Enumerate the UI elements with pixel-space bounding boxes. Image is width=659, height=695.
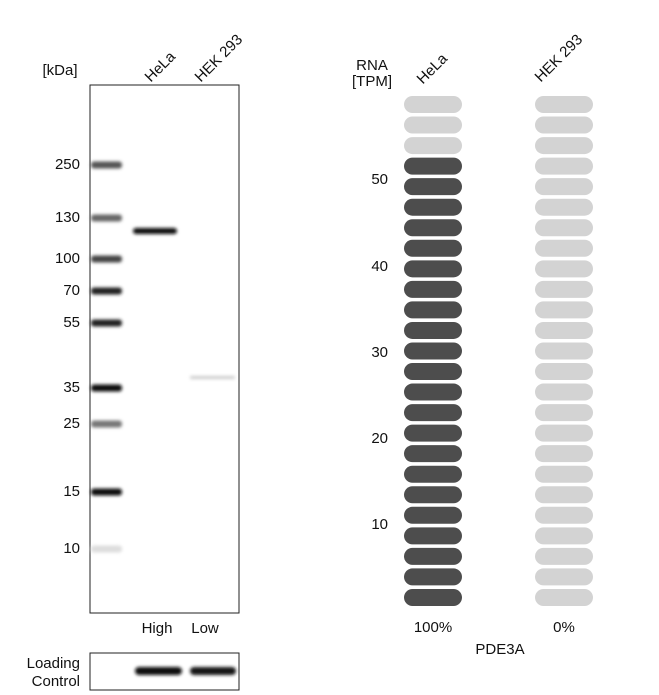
marker-label: 250 [55, 156, 80, 173]
ladder-band [91, 255, 122, 263]
rna-tick-label: 40 [371, 258, 388, 275]
pill [535, 588, 593, 606]
pill [404, 137, 462, 155]
pill [404, 527, 462, 545]
pill [535, 239, 593, 257]
unit-label: [kDa] [42, 62, 77, 79]
pill [404, 424, 462, 442]
percentage: 100% [414, 619, 452, 636]
ladder-band [91, 161, 122, 169]
lane-level: High [142, 620, 173, 637]
pill [535, 486, 593, 504]
pill [404, 383, 462, 401]
pill [404, 219, 462, 237]
lane-label: HEK 293 [192, 31, 246, 85]
pill [535, 568, 593, 586]
pill [535, 178, 593, 196]
pill [404, 301, 462, 319]
pill [535, 260, 593, 278]
pill [404, 280, 462, 298]
pill [535, 404, 593, 422]
percentage: 0% [553, 619, 575, 636]
pill [404, 568, 462, 586]
marker-label: 100 [55, 250, 80, 267]
pill [535, 198, 593, 216]
pill [404, 363, 462, 381]
band [135, 667, 182, 675]
pill [404, 96, 462, 113]
pill [404, 321, 462, 339]
pill [535, 137, 593, 155]
lane-level: Low [191, 620, 219, 637]
pill [404, 342, 462, 360]
pill [404, 547, 462, 565]
pill [404, 239, 462, 257]
loading-label: Loading [27, 655, 80, 672]
pill [535, 280, 593, 298]
marker-label: 10 [63, 540, 80, 557]
rna-axis-label: RNA [356, 57, 388, 74]
pill [535, 321, 593, 339]
rna-tick-label: 10 [371, 516, 388, 533]
ladder-band [91, 545, 122, 553]
marker-label: 55 [63, 314, 80, 331]
pill [535, 96, 593, 113]
pill [535, 342, 593, 360]
pill [535, 363, 593, 381]
rna-tick-label: 20 [371, 430, 388, 447]
pill [404, 465, 462, 483]
pill [404, 486, 462, 504]
band [190, 667, 236, 675]
pill [404, 157, 462, 175]
ladder-band [91, 420, 122, 428]
marker-label: 25 [63, 415, 80, 432]
pill [535, 301, 593, 319]
pill [404, 260, 462, 278]
pill [535, 445, 593, 463]
cell-line-label: HEK 293 [532, 31, 586, 85]
pill [535, 547, 593, 565]
pill [535, 116, 593, 134]
blot-panel [89, 84, 240, 614]
pill [404, 445, 462, 463]
cell-line-label: HeLa [414, 50, 452, 88]
band [190, 376, 235, 379]
pill [535, 157, 593, 175]
ladder-band [91, 214, 122, 222]
pill [404, 404, 462, 422]
rna-tick-label: 30 [371, 344, 388, 361]
rna-axis-label: [TPM] [352, 73, 392, 90]
pill [404, 178, 462, 196]
pill [535, 465, 593, 483]
marker-label: 35 [63, 379, 80, 396]
lane-label: HeLa [142, 48, 180, 86]
pill [404, 116, 462, 134]
rna-tick-label: 50 [371, 171, 388, 188]
ladder-band [91, 287, 122, 295]
loading-label: Control [32, 673, 80, 690]
pill [535, 383, 593, 401]
marker-label: 70 [63, 282, 80, 299]
band [133, 228, 177, 234]
pill [404, 588, 462, 606]
pill [404, 198, 462, 216]
pill [535, 506, 593, 524]
ladder-band [91, 488, 122, 496]
marker-label: 15 [63, 483, 80, 500]
gene-name: PDE3A [475, 641, 524, 658]
pill [535, 219, 593, 237]
marker-label: 130 [55, 209, 80, 226]
pill [404, 506, 462, 524]
ladder-band [91, 384, 122, 392]
pill [535, 527, 593, 545]
ladder-band [91, 319, 122, 327]
pill [535, 424, 593, 442]
